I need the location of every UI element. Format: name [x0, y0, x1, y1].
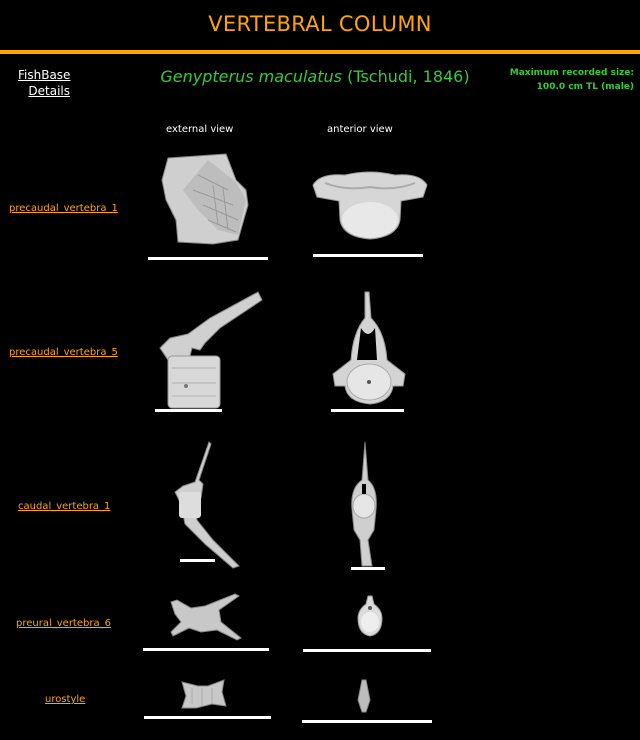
scale-bar: [144, 716, 271, 719]
precaudal-vertebra-5-external-image: [159, 291, 263, 409]
title-divider: [0, 50, 640, 54]
species-binomial: Genypterus maculatus: [160, 67, 342, 86]
row-label-precaudal-vertebra-5[interactable]: precaudal_vertebra_5: [9, 347, 118, 358]
scale-bar: [143, 648, 269, 651]
max-size-info: Maximum recorded size: 100.0 cm TL (male…: [510, 66, 634, 94]
scale-bar: [303, 649, 431, 652]
fishbase-link-line2[interactable]: Details: [28, 84, 70, 98]
species-name: Genypterus maculatus (Tschudi, 1846): [130, 67, 500, 86]
column-header-anterior: anterior view: [327, 124, 393, 135]
row-label-urostyle[interactable]: urostyle: [45, 694, 86, 705]
fishbase-link-line1[interactable]: FishBase: [18, 68, 71, 82]
caudal-vertebra-1-anterior-image: [351, 441, 377, 567]
preural-vertebra-6-external-image: [170, 593, 242, 641]
precaudal-vertebra-1-anterior-image: [312, 171, 428, 240]
scale-bar: [313, 254, 423, 257]
page-title: VERTEBRAL COLUMN: [208, 12, 432, 36]
urostyle-external-image: [181, 679, 227, 709]
max-size-label: Maximum recorded size:: [509, 68, 634, 78]
row-label-preural-vertebra-6[interactable]: preural_vertebra_6: [16, 618, 111, 629]
column-header-external: external view: [166, 124, 234, 135]
scale-bar: [148, 257, 268, 260]
preural-vertebra-6-anterior-image: [357, 595, 383, 637]
species-author: (Tschudi, 1846): [347, 67, 470, 86]
row-label-precaudal-vertebra-1[interactable]: precaudal_vertebra_1: [9, 203, 118, 214]
scale-bar: [331, 409, 404, 412]
scale-bar: [351, 567, 385, 570]
fishbase-details-link[interactable]: FishBase Details: [18, 67, 70, 99]
precaudal-vertebra-1-external-image: [161, 153, 249, 245]
scale-bar: [180, 559, 215, 562]
caudal-vertebra-1-external-image: [174, 441, 240, 569]
max-size-value: 100.0 cm TL (male): [536, 82, 634, 92]
scale-bar: [302, 720, 432, 723]
row-label-caudal-vertebra-1[interactable]: caudal_vertebra_1: [18, 501, 111, 512]
urostyle-anterior-image: [357, 679, 371, 713]
scale-bar: [155, 409, 222, 412]
precaudal-vertebra-5-anterior-image: [332, 291, 406, 405]
